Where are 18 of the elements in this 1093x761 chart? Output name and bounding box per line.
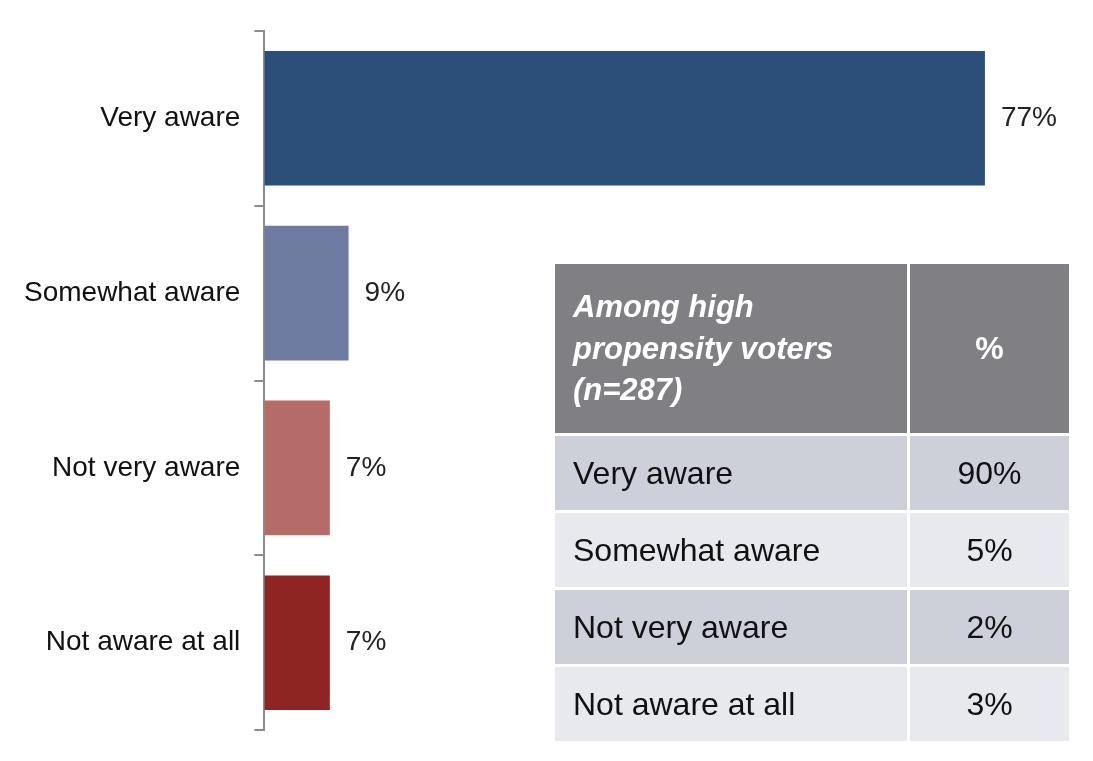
data-label: 3% (908, 665, 1071, 743)
data-label: 9% (364, 275, 406, 307)
y-tick-label: Very aware (100, 100, 241, 132)
data-label: 2% (908, 588, 1071, 666)
category-label: Not aware at all (553, 665, 909, 743)
data-label: 77% (1000, 100, 1057, 132)
data-label: 7% (345, 625, 387, 657)
category-label: Very aware (553, 434, 909, 512)
data-label: 5% (908, 511, 1071, 589)
data-label: 90% (908, 434, 1071, 512)
category-label: Somewhat aware (553, 511, 909, 589)
y-tick-label: Not aware at all (45, 625, 241, 657)
text: Among high propensity voters (n=287) (553, 262, 909, 435)
y-tick-label: Not very aware (52, 450, 241, 482)
category-label: Not very aware (553, 588, 909, 666)
text: % (908, 262, 1071, 435)
data-label: 7% (345, 450, 387, 482)
y-tick-label: Somewhat aware (23, 275, 241, 307)
